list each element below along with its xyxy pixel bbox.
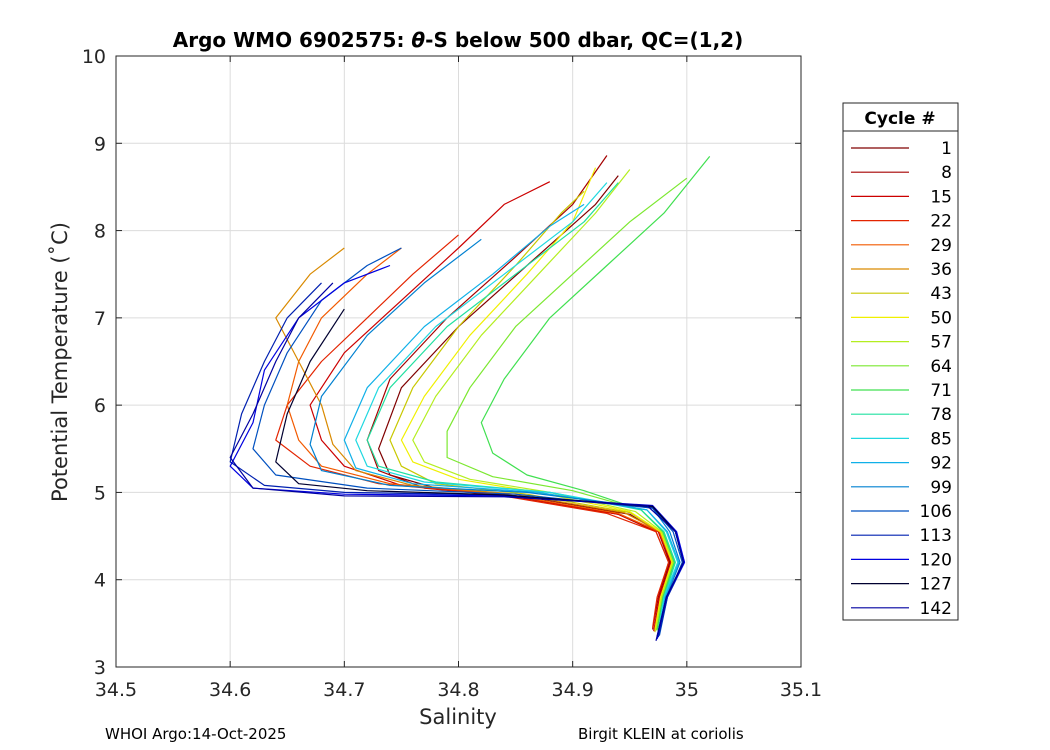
legend-items: 1 8 15 22 29 36 43 50 57 64 71 78 85 92 99 106 113 120 127…	[851, 139, 952, 619]
series-line-cycle-78	[366, 182, 677, 631]
legend-label-cycle-113: 113	[920, 526, 952, 546]
x-tick-label: 34.8	[437, 679, 479, 701]
y-tick-label: 4	[94, 570, 106, 592]
x-axis-label: Salinity	[419, 705, 497, 729]
series-line-cycle-8	[366, 155, 670, 630]
legend-label-cycle-57: 57	[930, 333, 952, 353]
legend-label-cycle-36: 36	[930, 260, 952, 280]
y-axis-ticks: 3 4 5 6 7 8 9 10	[82, 46, 801, 679]
series-line-cycle-120	[229, 264, 686, 640]
y-tick-label: 10	[82, 46, 106, 68]
legend-label-cycle-43: 43	[930, 284, 952, 304]
plot-area	[229, 155, 711, 641]
footer-source-date: WHOI Argo:14-Oct-2025	[105, 725, 287, 743]
legend: Cycle # 18152229364350576471788592991061…	[842, 102, 959, 621]
legend-label-cycle-127: 127	[920, 575, 952, 595]
y-axis-label: Potential Temperature (˚C)	[48, 222, 72, 502]
series-line-cycle-50	[400, 167, 673, 631]
legend-label-cycle-15: 15	[930, 187, 952, 207]
chart-title: Argo WMO 6902575: θ-S below 500 dbar, QC…	[173, 28, 743, 52]
legend-label-cycle-8: 8	[941, 163, 952, 183]
legend-label-cycle-92: 92	[930, 454, 952, 474]
x-tick-label: 35.1	[780, 679, 822, 701]
legend-label-cycle-99: 99	[930, 478, 952, 498]
legend-label-cycle-120: 120	[920, 550, 952, 570]
series-line-cycle-22	[275, 234, 670, 628]
legend-label-cycle-50: 50	[930, 308, 952, 328]
series-line-cycle-85	[355, 182, 679, 633]
series-line-cycle-71	[480, 156, 711, 631]
footer-operator: Birgit KLEIN at coriolis	[578, 725, 744, 743]
series-line-cycle-106	[252, 247, 683, 636]
legend-label-cycle-142: 142	[920, 599, 952, 619]
legend-label-cycle-78: 78	[930, 405, 952, 425]
series-line-cycle-1	[378, 175, 671, 631]
chart-title-theta-symbol: θ	[411, 28, 425, 52]
series-line-cycle-99	[309, 238, 681, 634]
x-tick-label: 34.5	[95, 679, 137, 701]
y-tick-label: 7	[94, 308, 106, 330]
legend-label-cycle-85: 85	[930, 429, 952, 449]
series-line-cycle-92	[343, 203, 680, 633]
series-line-cycle-142	[229, 282, 685, 641]
legend-title: Cycle #	[864, 109, 935, 129]
legend-label-cycle-1: 1	[941, 139, 952, 159]
grid-lines	[115, 55, 802, 668]
legend-label-cycle-71: 71	[930, 381, 952, 401]
x-tick-label: 35	[675, 679, 699, 701]
series-line-cycle-57	[412, 169, 674, 631]
x-tick-label: 34.7	[323, 679, 365, 701]
y-tick-label: 5	[94, 482, 106, 504]
legend-label-cycle-29: 29	[930, 236, 952, 256]
y-tick-label: 8	[94, 221, 106, 243]
legend-box	[842, 102, 959, 621]
y-tick-label: 3	[94, 657, 106, 679]
chart-title-prefix: Argo WMO 6902575:	[173, 28, 412, 52]
x-tick-label: 34.9	[552, 679, 594, 701]
legend-label-cycle-22: 22	[930, 212, 952, 232]
x-axis-ticks: 34.5 34.6 34.7 34.8 34.9 35 35.1	[95, 56, 822, 701]
series-line-cycle-15	[309, 181, 672, 632]
x-tick-label: 34.6	[209, 679, 251, 701]
legend-label-cycle-64: 64	[930, 357, 952, 377]
y-tick-label: 9	[94, 133, 106, 155]
chart-title-suffix: -S below 500 dbar, QC=(1,2)	[425, 28, 743, 52]
series-line-cycle-64	[446, 177, 688, 630]
legend-label-cycle-106: 106	[920, 502, 952, 522]
y-tick-label: 6	[94, 395, 106, 417]
